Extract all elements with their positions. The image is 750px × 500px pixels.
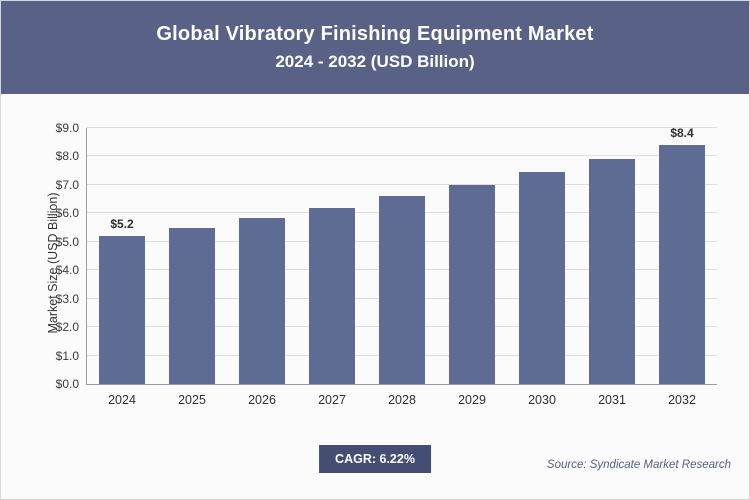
bar-2031 — [589, 159, 635, 384]
y-tick-label: $8.0 — [55, 149, 79, 164]
y-tick-label: $2.0 — [55, 320, 79, 335]
bar-2029 — [449, 184, 495, 384]
x-tick-label: 2025 — [178, 393, 206, 407]
x-tick-label: 2032 — [668, 393, 696, 407]
source-text: Source: Syndicate Market Research — [546, 459, 731, 471]
cagr-badge: CAGR: 6.22% — [319, 445, 431, 473]
gridline — [87, 183, 717, 185]
x-tick-label: 2026 — [248, 393, 276, 407]
y-tick-label: $0.0 — [55, 377, 79, 391]
y-tick-label: $6.0 — [55, 206, 79, 221]
y-tick-label: $9.0 — [55, 121, 79, 135]
chart-header: Global Vibratory Finishing Equipment Mar… — [1, 1, 749, 94]
bar-2025 — [169, 227, 215, 384]
y-tick-label: $5.0 — [55, 234, 79, 249]
bar-2028 — [379, 196, 425, 384]
x-tick-label: 2027 — [318, 393, 346, 407]
x-tick-label: 2031 — [598, 393, 626, 407]
chart-area: Market Size (USD Billion) $0.0 $1.0 $2.0 $3… — [1, 94, 749, 499]
plot-area: $0.0 $1.0 $2.0 $3.0 $4.0 $5.0 $6.0 $7.0 $8.0 $9.0… — [56, 121, 717, 407]
y-tick-label: $4.0 — [55, 263, 79, 278]
x-tick-label: 2029 — [458, 393, 486, 407]
bar-2027 — [309, 207, 355, 384]
y-tick-label: $7.0 — [55, 177, 79, 192]
y-tick-label: $1.0 — [55, 348, 79, 363]
chart-title: Global Vibratory Finishing Equipment Mar… — [156, 23, 594, 45]
x-tick-label: 2030 — [528, 393, 556, 407]
chart-subtitle: 2024 - 2032 (USD Billion) — [275, 52, 475, 71]
gridline — [87, 127, 717, 128]
bar-2030 — [519, 172, 565, 384]
bar-2032 — [659, 145, 705, 384]
bar-2026 — [239, 217, 285, 384]
gridline — [87, 155, 717, 157]
bar-2024 — [99, 236, 145, 384]
x-tick-label: 2024 — [108, 393, 136, 407]
x-tick-label: 2028 — [388, 393, 416, 407]
y-tick-label: $3.0 — [55, 291, 79, 306]
bar-value-label: $8.4 — [670, 126, 694, 141]
bar-value-label: $5.2 — [110, 217, 134, 232]
